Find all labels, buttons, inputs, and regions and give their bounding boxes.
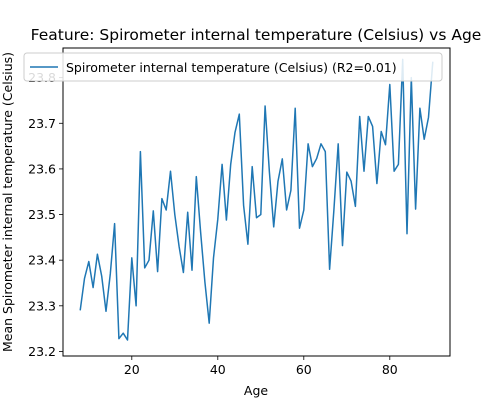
x-tick-label: 20 xyxy=(124,362,140,377)
legend: Spirometer internal temperature (Celsius… xyxy=(23,52,443,82)
x-tick-label: 60 xyxy=(296,362,312,377)
legend-entry: Spirometer internal temperature (Celsius… xyxy=(66,60,397,75)
plot-frame xyxy=(62,47,451,357)
legend-box xyxy=(23,52,443,82)
chart-title: Feature: Spirometer internal temperature… xyxy=(31,26,482,44)
x-axis: 20 40 60 80 xyxy=(124,356,398,377)
series-line xyxy=(79,58,434,341)
y-tick-label: 23.7 xyxy=(28,116,56,131)
y-tick-label: 23.6 xyxy=(28,161,56,176)
x-tick-label: 80 xyxy=(382,362,398,377)
y-axis: 23.223.323.423.523.623.723.8 xyxy=(28,70,63,359)
x-tick-label: 40 xyxy=(210,362,226,377)
y-tick-label: 23.4 xyxy=(28,253,56,268)
y-tick-label: 23.2 xyxy=(28,344,56,359)
y-tick-label: 23.5 xyxy=(28,207,56,222)
x-axis-label: Age xyxy=(244,383,268,398)
y-axis-label: Mean Spirometer internal temperature (Ce… xyxy=(0,52,15,352)
y-tick-label: 23.3 xyxy=(28,298,56,313)
